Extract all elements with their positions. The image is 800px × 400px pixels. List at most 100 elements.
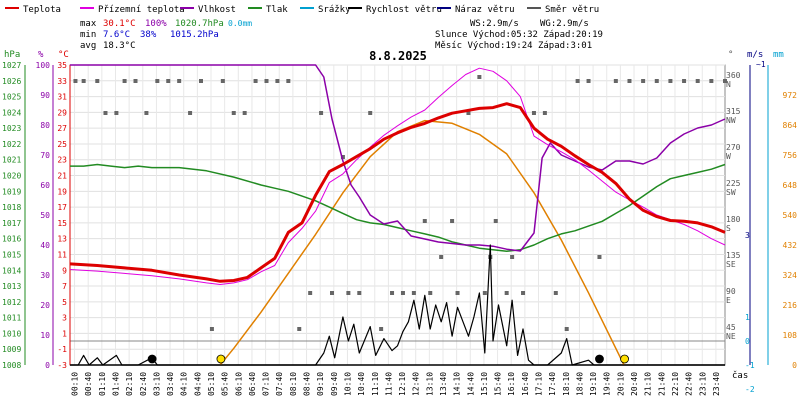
time-tick-label: 05:10 [207,372,216,396]
time-tick-label: 18:40 [575,372,584,396]
temperature-tick-label: 9 [62,266,67,275]
hpa-tick-label: 1027 [2,61,21,70]
wind-direction-point [114,111,119,115]
wind-direction-point [613,79,618,83]
wind-direction-point [400,291,405,295]
series-line-teplota [69,102,726,283]
time-tick-label: 16:40 [521,372,530,396]
direction-tick-compass: NE [726,332,736,341]
time-tick-label: 01:10 [98,372,107,396]
chart-title: 8.8.2025 [369,49,427,63]
wind-direction-point [242,111,247,115]
wind-direction-point [542,111,547,115]
temperature-tick-label: 33 [57,77,67,86]
wind-direction-point [330,291,334,295]
hpa-tick-label: 1016 [2,235,21,244]
time-tick-label: 17:10 [535,372,544,396]
sun-times: Slunce Východ:05:32 Západ:20:19 [435,30,603,40]
time-tick-label: 00:10 [71,372,80,396]
time-tick-label: 12:10 [398,372,407,396]
wind-direction-point [709,79,714,83]
rain-tick-label: 756 [783,151,798,160]
direction-tick-degrees: 360 [726,71,741,80]
wind-direction-point [695,79,700,83]
moon-times: Měsíc Východ:19:24 Západ:3:01 [435,41,592,51]
hpa-tick-label: 1008 [2,361,21,370]
time-tick-label: 23:40 [712,372,721,396]
series-line-tlak [70,163,726,253]
humidity-tick-label: 10 [40,331,50,340]
wind-direction-point [144,111,149,115]
wind-direction-point [286,79,291,83]
wind-direction-point [155,79,160,83]
humidity-tick-label: 30 [40,271,50,280]
stat-max-hum: 100% [145,19,167,29]
time-tick-label: 08:10 [289,372,298,396]
time-tick-label: 14:40 [466,372,475,396]
hpa-tick-label: 1025 [2,93,21,102]
temperature-tick-label: 11 [57,250,67,259]
wind-direction-point [575,79,580,83]
stat-min-temp: 7.6°C [103,30,130,40]
wind-direction-point [466,111,471,115]
wind-direction-point [586,79,591,83]
temperature-tick-label: 35 [57,61,67,70]
direction-tick-degrees: 315 [726,107,741,116]
wind-direction-point [199,79,203,83]
hpa-tick-label: 1020 [2,172,21,181]
temperature-tick-label: 1 [62,329,67,338]
moonset-marker [147,354,157,364]
time-tick-label: 07:10 [262,372,271,396]
temperature-tick-label: 29 [57,108,67,117]
stat-max-temp: 30.1°C [103,19,136,29]
time-tick-label: 08:40 [303,372,312,396]
time-tick-label: 09:40 [330,372,339,396]
wind-direction-point [564,327,569,331]
time-tick-label: 22:10 [671,372,680,396]
rain-tick-label: 108 [783,331,798,340]
temperature-tick-label: 17 [57,203,67,212]
wind-direction-point [73,79,78,83]
hpa-tick-label: 1018 [2,203,21,212]
legend-label: Směr větru [545,5,599,15]
legend-label: Srážky [318,5,351,15]
wind-direction-point [319,111,324,115]
direction-tick-degrees: 270 [726,143,741,152]
stat-max-label: max [80,19,97,29]
wind-direction-point [428,291,433,295]
time-tick-label: 11:10 [371,372,380,396]
wind-direction-point [95,79,100,83]
time-tick-label: 19:40 [603,372,612,396]
rain-tick-label: 648 [783,181,798,190]
legend-label: Přízemní teplota [98,5,185,15]
temperature-tick-label: 13 [57,235,67,244]
humidity-tick-label: 90 [40,91,50,100]
time-tick-label: 03:10 [152,372,161,396]
wind-direction-point [510,255,515,259]
time-tick-label: 12:40 [412,372,421,396]
wind-direction-point [188,111,193,115]
stat-min-press: 1015.2hPa [170,30,219,40]
wind-direction-point [264,79,269,83]
time-tick-label: 15:40 [494,372,503,396]
time-tick-label: 02:40 [139,372,148,396]
time-tick-label: 10:10 [343,372,352,396]
humidity-tick-label: 70 [40,151,50,160]
wind-direction-point [346,291,351,295]
series-line-solar [219,119,625,366]
legend-label: Teplota [23,5,61,15]
legend-label: Vlhkost [198,5,236,15]
humidity-tick-label: 60 [40,181,50,190]
direction-tick-compass: N [726,80,731,89]
time-tick-label: 21:40 [657,372,666,396]
hpa-tick-label: 1010 [2,329,21,338]
direction-tick-compass: NW [726,116,736,125]
temperature-tick-label: 19 [57,187,67,196]
direction-tick-degrees: 135 [726,251,741,260]
time-tick-label: 11:40 [384,372,393,396]
humidity-tick-label: 20 [40,301,50,310]
hpa-tick-label: 1019 [2,187,21,196]
sunrise-marker [216,354,226,364]
humidity-tick-label: 100 [36,61,51,70]
